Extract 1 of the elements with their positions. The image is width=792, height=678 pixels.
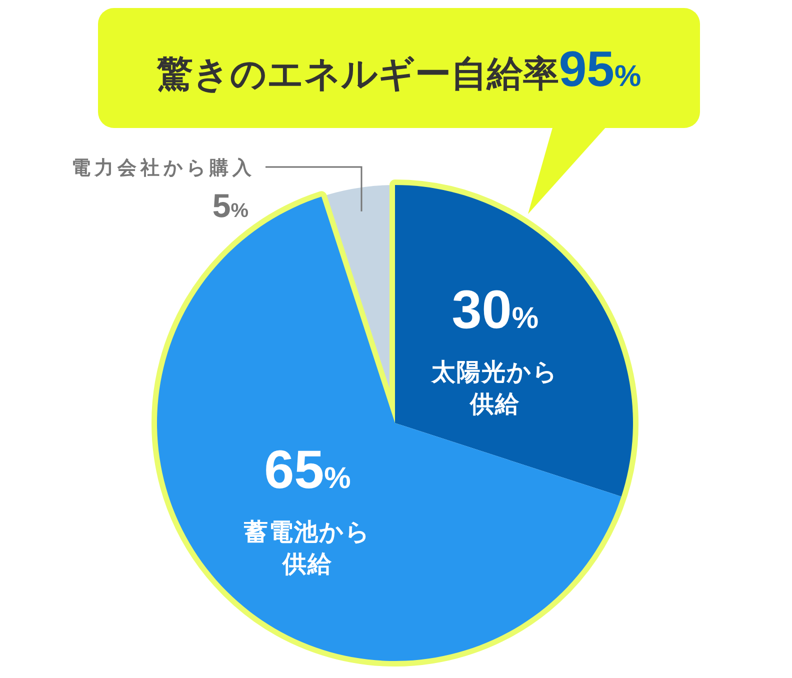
title: 驚きのエネルギー自給率95% — [156, 41, 642, 97]
